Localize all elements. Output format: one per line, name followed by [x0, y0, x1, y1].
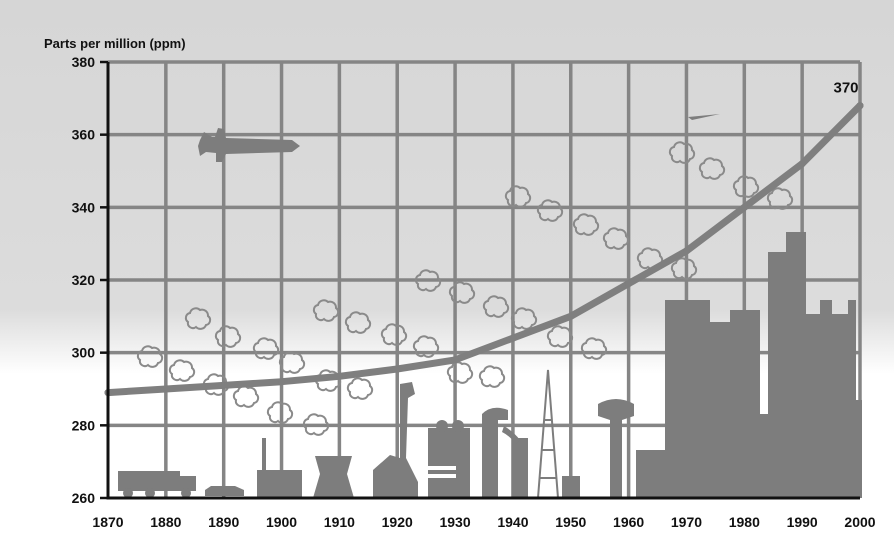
x-tick-label: 1980: [729, 514, 760, 530]
x-tick-label: 1950: [555, 514, 586, 530]
x-tick-label: 1940: [497, 514, 528, 530]
smoke-puff-icon: [478, 365, 506, 388]
smoke-puff-icon: [380, 323, 408, 346]
smoke-puff-icon: [636, 247, 664, 270]
airplane-icon: [198, 128, 300, 162]
y-tick-label: 340: [72, 199, 96, 215]
series-point: [393, 365, 401, 373]
y-tick-label: 380: [72, 54, 96, 70]
smoke-puff-icon: [482, 295, 510, 318]
car-icon: [205, 486, 244, 496]
series-point: [509, 334, 517, 342]
scenery: [118, 114, 862, 499]
smoke-puff-icon: [232, 385, 260, 408]
smoke-puff-icon: [668, 141, 696, 164]
x-tick-labels: 1870 1880 1890 1900 1910 1920 1930 1940 1950 1960…: [92, 514, 875, 530]
series-point: [567, 312, 575, 320]
series-point: [335, 372, 343, 380]
distant-plane-icon: [688, 114, 720, 120]
series-point: [451, 356, 459, 364]
smoke-puff-icon: [670, 257, 698, 280]
series-point: [856, 102, 864, 110]
smoke-puff-icon: [510, 307, 538, 330]
x-tick-label: 1870: [92, 514, 123, 530]
y-tick-label: 320: [72, 272, 96, 288]
x-tick-label: 2000: [844, 514, 875, 530]
series-line: [104, 102, 864, 397]
series-point: [740, 203, 748, 211]
smoke-puff-icon: [344, 311, 372, 334]
x-tick-label: 1960: [613, 514, 644, 530]
axes: [100, 60, 860, 500]
smoke-puff-icon: [448, 281, 476, 304]
smoke-puff-icon: [766, 187, 794, 210]
cooling-tower-icon: [313, 456, 354, 498]
distillation-column-icon: [482, 407, 528, 498]
smoke-puff-icon: [266, 401, 294, 424]
water-tower-icon: [598, 399, 634, 498]
smoke-puff-icon: [546, 325, 574, 348]
factory-icon: [257, 438, 302, 498]
y-tick-label: 260: [72, 490, 96, 506]
y-tick-label: 360: [72, 127, 96, 143]
x-tick-label: 1880: [150, 514, 181, 530]
smoke-puff-icon: [446, 361, 474, 384]
smoke-puff-icon: [168, 359, 196, 382]
smoke-puff-icon: [732, 175, 760, 198]
series-point: [682, 247, 690, 255]
smoke-puff-icon: [698, 157, 726, 180]
smoke-puff-icon: [184, 307, 212, 330]
series-point: [278, 378, 286, 386]
x-tick-label: 1920: [382, 514, 413, 530]
smoke-puff-icon: [536, 199, 564, 222]
smoke-puff-icon: [312, 299, 340, 322]
y-tick-labels: 260 280 300 320 340 360 380: [72, 54, 96, 506]
smoke-puff-icon: [346, 377, 374, 400]
series-point: [625, 280, 633, 288]
refinery-icon: [424, 420, 470, 498]
smoke-puff-icon: [302, 413, 330, 436]
smoke-puff-icon: [414, 269, 442, 292]
series-point: [220, 381, 228, 389]
smoke-puff-icon: [602, 227, 630, 250]
series-points: [104, 102, 864, 397]
smoke-puff-icon: [580, 337, 608, 360]
x-tick-label: 1990: [787, 514, 818, 530]
series-point: [798, 160, 806, 168]
y-tick-label: 280: [72, 417, 96, 433]
smoke-puff-icon: [504, 185, 532, 208]
y-axis-title: Parts per million (ppm): [44, 36, 186, 51]
small-tank-icon: [562, 476, 580, 498]
smoke-puff-icon: [136, 345, 164, 368]
series-point: [162, 385, 170, 393]
smokestack-icon: [373, 382, 418, 498]
end-value-label: 370: [833, 80, 858, 97]
smoke-puff-icon: [278, 351, 306, 374]
smoke-puff-icon: [252, 337, 280, 360]
city-skyline-icon: [636, 232, 862, 498]
smoke-puff-icon: [572, 213, 600, 236]
x-tick-label: 1900: [266, 514, 297, 530]
x-tick-label: 1930: [439, 514, 470, 530]
truck-icon: [118, 471, 196, 498]
y-tick-label: 300: [72, 345, 96, 361]
x-tick-label: 1910: [324, 514, 355, 530]
radio-tower-icon: [537, 369, 559, 499]
x-tick-label: 1890: [208, 514, 239, 530]
smoke-puff-icon: [214, 325, 242, 348]
x-tick-label: 1970: [671, 514, 702, 530]
smoke-puff-icon: [412, 335, 440, 358]
